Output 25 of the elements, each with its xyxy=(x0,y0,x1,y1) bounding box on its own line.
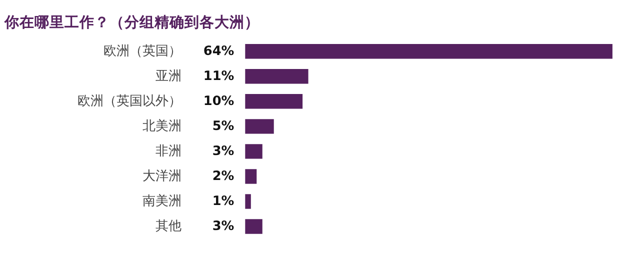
data-label: 11% xyxy=(203,69,234,84)
y-tick-label: 其他 xyxy=(155,219,182,234)
chart-title: 你在哪里工作？（分组精确到各大洲） xyxy=(4,14,260,31)
data-label: 3% xyxy=(212,219,234,234)
bar xyxy=(245,44,612,59)
bar xyxy=(245,94,303,109)
bar xyxy=(245,69,308,84)
bar xyxy=(245,144,262,159)
y-tick-label: 非洲 xyxy=(155,144,182,160)
data-label: 10% xyxy=(203,94,234,110)
data-label: 5% xyxy=(212,119,234,134)
bar xyxy=(245,169,257,184)
data-label: 3% xyxy=(212,144,234,160)
y-tick-label: 欧洲（英国） xyxy=(103,44,182,60)
bar xyxy=(245,194,251,209)
y-tick-label: 北美洲 xyxy=(142,118,182,134)
bar xyxy=(245,119,274,134)
y-tick-label: 南美洲 xyxy=(142,193,182,210)
data-label: 1% xyxy=(212,194,234,210)
y-tick-label: 亚洲 xyxy=(155,69,182,84)
data-label: 2% xyxy=(212,169,234,184)
y-tick-label: 大洋洲 xyxy=(142,169,182,184)
data-label: 64% xyxy=(203,44,234,60)
y-tick-label: 欧洲（英国以外） xyxy=(77,94,182,110)
bar xyxy=(245,219,262,234)
